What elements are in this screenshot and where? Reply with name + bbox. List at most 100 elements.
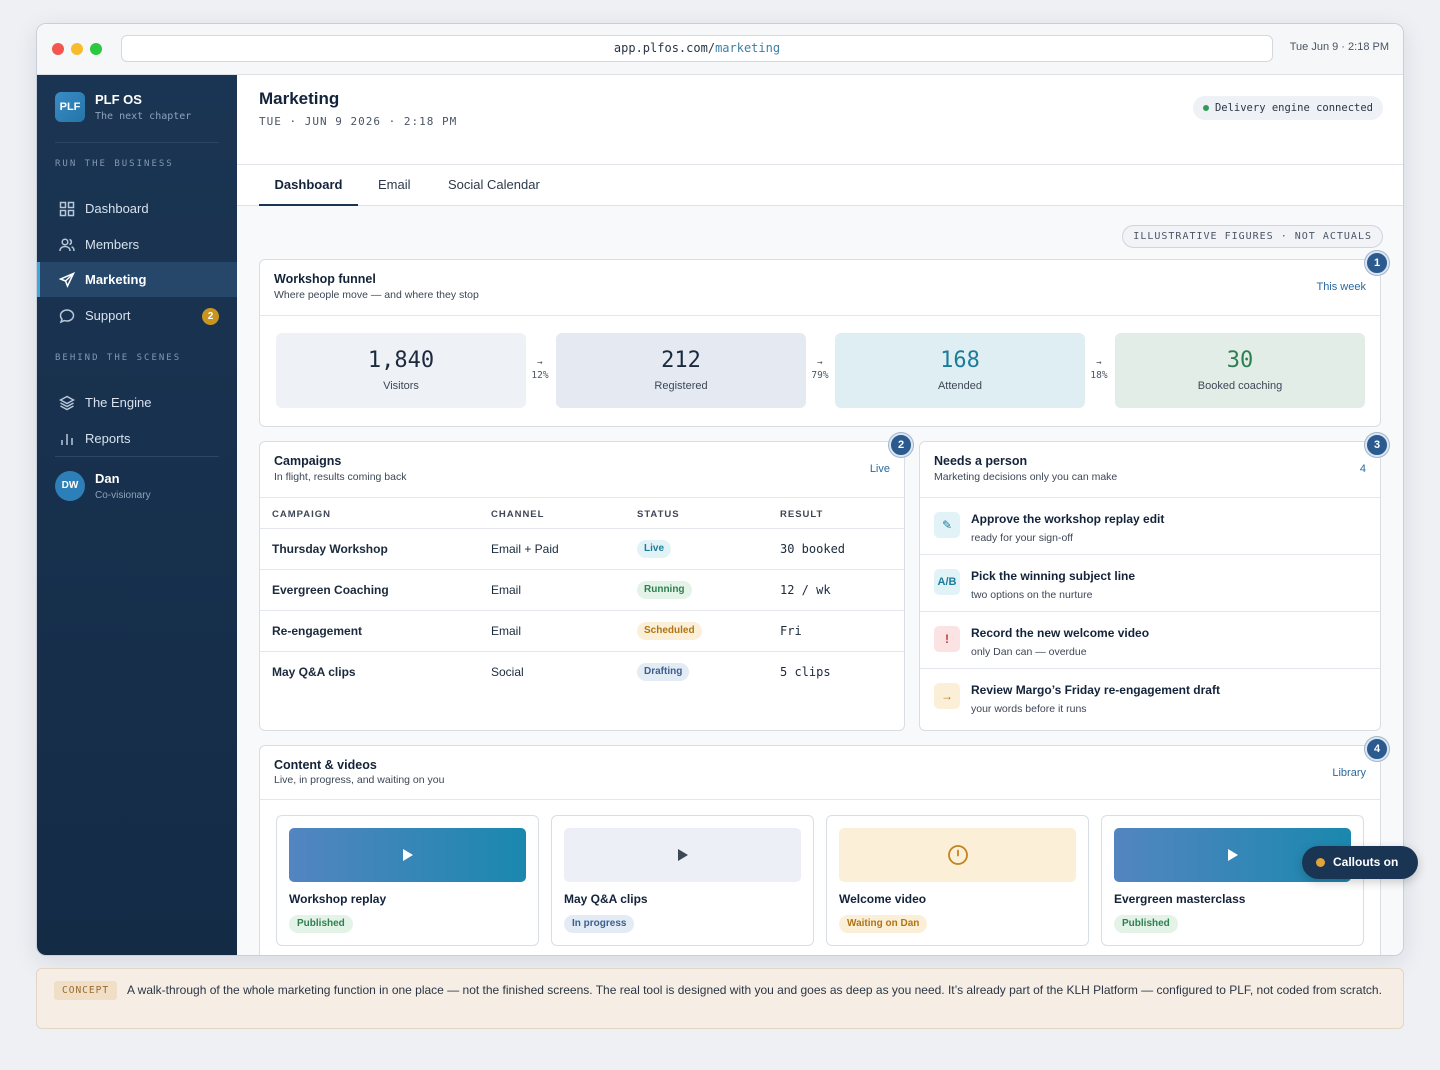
content-tile-qa-clips[interactable]: May Q&A clips In progress [551, 815, 814, 946]
campaign-result: Fri [780, 624, 802, 638]
status-badge: Published [289, 915, 353, 933]
card-title: Workshop funnel [274, 272, 376, 286]
tab-social-calendar[interactable]: Social Calendar [448, 177, 540, 192]
video-thumbnail[interactable] [289, 828, 526, 882]
tile-title: Evergreen masterclass [1114, 892, 1246, 906]
callout-marker-1[interactable]: 1 [1365, 251, 1389, 275]
sidebar-item-label: Dashboard [85, 201, 149, 216]
campaign-channel: Email + Paid [491, 542, 559, 556]
funnel-value: 30 [1226, 348, 1254, 373]
tile-title: Workshop replay [289, 892, 387, 906]
need-subtitle: your words before it runs [971, 703, 1087, 715]
sidebar-item-marketing[interactable]: Marketing [37, 262, 237, 297]
campaigns-card: Campaigns In flight, results coming back… [259, 441, 905, 731]
funnel-label: Registered [654, 380, 708, 392]
rate-value: 18% [1090, 370, 1108, 381]
sidebar: PLF PLF OS The next chapter RUN THE BUSI… [37, 75, 237, 955]
card-title: Needs a person [934, 454, 1028, 468]
bar-chart-icon [61, 433, 73, 445]
funnel-rate: → 18% [1087, 358, 1111, 381]
card-title: Content & videos [274, 758, 377, 772]
main-content: Marketing TUE · JUN 9 2026 · 2:18 PM Del… [237, 75, 1403, 955]
sidebar-item-members[interactable]: Members [37, 227, 237, 262]
maximize-window-button[interactable] [90, 43, 102, 55]
table-row[interactable]: May Q&A clips Social Drafting 5 clips [260, 652, 904, 693]
send-icon [59, 271, 75, 288]
video-thumbnail[interactable] [564, 828, 801, 882]
list-item[interactable]: → Review Margo’s Friday re-engagement dr… [920, 669, 1380, 726]
this-week-link[interactable]: This week [1316, 281, 1366, 293]
list-item[interactable]: A/B Pick the winning subject line two op… [920, 555, 1380, 612]
url-host: app.plfos.com/ [613, 41, 716, 55]
brand[interactable]: PLF PLF OS The next chapter [55, 92, 191, 122]
tab-dashboard[interactable]: Dashboard [259, 165, 358, 206]
sidebar-item-reports[interactable]: Reports [37, 421, 237, 456]
browser-clock: Tue Jun 9 · 2:18 PM [1289, 41, 1389, 53]
arrow-right-icon: → [537, 358, 543, 368]
live-link[interactable]: Live [869, 463, 890, 475]
callout-marker-3[interactable]: 3 [1365, 433, 1389, 457]
page-header: Marketing TUE · JUN 9 2026 · 2:18 PM Del… [237, 75, 1403, 165]
brand-tagline: The next chapter [95, 111, 192, 122]
sidebar-item-the-engine[interactable]: The Engine [37, 385, 237, 420]
content-tile-evergreen-masterclass[interactable]: Evergreen masterclass Published [1101, 815, 1364, 946]
browser-window: app.plfos.com/marketing Tue Jun 9 · 2:18… [36, 23, 1404, 956]
table-row[interactable]: Thursday Workshop Email + Paid Live 30 b… [260, 529, 904, 570]
callout-marker-2[interactable]: 2 [889, 433, 913, 457]
card-title: Campaigns [274, 454, 342, 468]
support-count-badge: 2 [202, 308, 219, 325]
status-badge: Live [637, 540, 672, 558]
status-badge: In progress [564, 915, 635, 933]
status-badge: Scheduled [637, 622, 702, 640]
campaign-channel: Email [491, 583, 522, 597]
content-tile-welcome-video[interactable]: Welcome video Waiting on Dan [826, 815, 1089, 946]
status-badge: Delivery engine connected [1192, 96, 1383, 120]
sidebar-divider [55, 142, 219, 143]
funnel-value: 212 [661, 348, 701, 373]
layers-icon [59, 395, 75, 410]
callouts-toggle-button[interactable]: Callouts on [1302, 846, 1418, 879]
play-icon [402, 849, 413, 861]
library-link[interactable]: Library [1332, 767, 1366, 779]
column-header: STATUS [637, 509, 680, 520]
rate-value: 12% [531, 370, 549, 381]
list-item[interactable]: ! Record the new welcome video only Dan … [920, 612, 1380, 669]
list-item[interactable]: ✎ Approve the workshop replay edit ready… [920, 498, 1380, 555]
need-subtitle: ready for your sign-off [971, 532, 1073, 544]
pencil-icon: ✎ [934, 512, 960, 538]
sidebar-item-dashboard[interactable]: Dashboard [37, 191, 237, 226]
campaign-channel: Social [491, 665, 524, 679]
close-window-button[interactable] [52, 43, 64, 55]
arrow-right-icon: → [817, 358, 823, 368]
need-title: Review Margo’s Friday re-engagement draf… [971, 683, 1220, 697]
needs-a-person-card: Needs a person Marketing decisions only … [919, 441, 1381, 731]
tile-title: Welcome video [839, 892, 927, 906]
chat-icon [59, 308, 75, 323]
campaign-result: 30 booked [780, 542, 846, 556]
tile-title: May Q&A clips [564, 892, 648, 906]
table-row[interactable]: Re-engagement Email Scheduled Fri [260, 611, 904, 652]
user-name: Dan [95, 471, 120, 486]
funnel-stage-visitors: 1,840 Visitors [276, 333, 526, 408]
address-bar[interactable]: app.plfos.com/marketing [121, 35, 1273, 62]
avatar: DW [55, 471, 85, 501]
campaign-result: 5 clips [780, 665, 831, 679]
funnel-label: Booked coaching [1197, 380, 1283, 392]
illustrative-figures-badge: ILLUSTRATIVE FIGURES · NOT ACTUALS [1122, 225, 1383, 248]
alert-icon: ! [934, 626, 960, 652]
ab-test-icon: A/B [934, 569, 960, 595]
campaign-channel: Email [491, 624, 522, 638]
table-row[interactable]: Evergreen Coaching Email Running 12 / wk [260, 570, 904, 611]
tab-email[interactable]: Email [378, 177, 411, 192]
concept-note: CONCEPT A walk-through of the whole mark… [36, 968, 1404, 1029]
callout-marker-4[interactable]: 4 [1365, 737, 1389, 761]
user-profile[interactable]: DW Dan Co-visionary [55, 471, 151, 501]
status-badge: Drafting [637, 663, 690, 681]
content-tile-workshop-replay[interactable]: Workshop replay Published [276, 815, 539, 946]
need-title: Approve the workshop replay edit [971, 512, 1165, 526]
sidebar-item-support[interactable]: Support 2 [37, 298, 237, 333]
minimize-window-button[interactable] [71, 43, 83, 55]
funnel-stage-registered: 212 Registered [556, 333, 806, 408]
funnel-rate: → 79% [808, 358, 832, 381]
video-thumbnail[interactable] [839, 828, 1076, 882]
